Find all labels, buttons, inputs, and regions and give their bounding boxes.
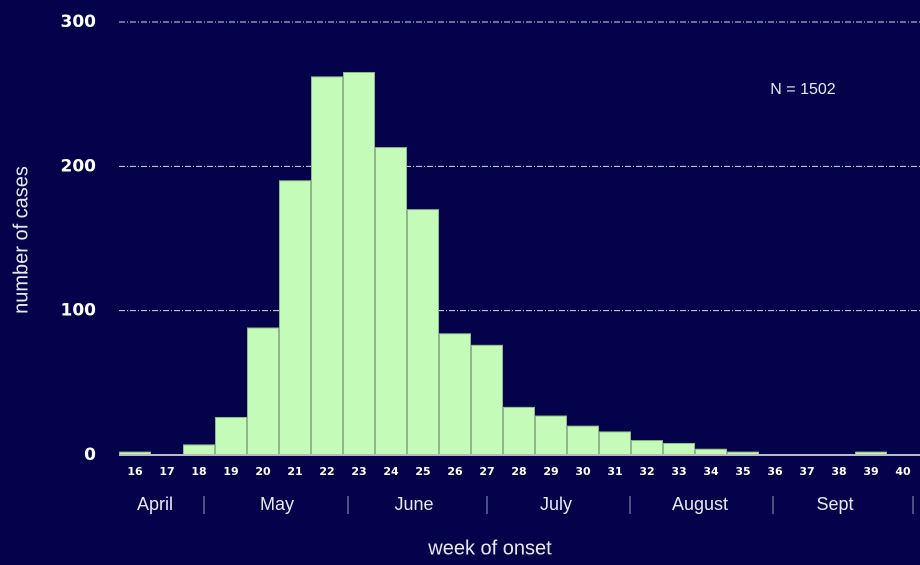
bar [663, 442, 695, 456]
x-tick-label: 19 [223, 465, 238, 478]
bar [215, 416, 247, 456]
x-axis-label: week of onset [427, 537, 552, 559]
y-tick-label: 300 [61, 12, 97, 32]
bar [343, 72, 375, 456]
y-tick-label: 0 [84, 445, 96, 465]
bar [471, 344, 503, 456]
x-tick-label: 26 [447, 465, 463, 478]
bar [439, 333, 471, 456]
x-tick-label: 28 [511, 465, 526, 478]
y-tick-label: 100 [61, 301, 97, 321]
x-tick-label: 16 [127, 465, 143, 478]
x-tick-label: 33 [671, 465, 686, 478]
month-label: June [394, 494, 433, 514]
month-label: May [260, 494, 294, 514]
x-tick-label: 34 [703, 465, 719, 478]
x-tick-label: 17 [159, 465, 174, 478]
bar [279, 180, 311, 456]
x-tick-label: 32 [639, 465, 654, 478]
x-tick-label: 29 [543, 465, 558, 478]
bar [599, 431, 631, 456]
bar [247, 327, 279, 456]
x-tick-label: 31 [607, 465, 622, 478]
y-axis-label: number of cases [10, 166, 32, 314]
x-tick-label: 37 [799, 465, 814, 478]
x-tick-label: 23 [351, 465, 366, 478]
x-tick-label: 18 [191, 465, 206, 478]
y-tick-label: 200 [61, 156, 97, 176]
x-tick-label: 22 [319, 465, 334, 478]
month-label: August [672, 494, 728, 514]
bar [407, 209, 439, 456]
x-tick-label: 35 [735, 465, 750, 478]
x-tick-label: 38 [831, 465, 846, 478]
x-tick-label: 24 [383, 465, 399, 478]
month-label: April [137, 494, 173, 514]
bar [631, 440, 663, 456]
x-tick-label: 21 [287, 465, 302, 478]
x-tick-label: 25 [415, 465, 430, 478]
bar [567, 425, 599, 456]
bar [311, 76, 343, 456]
bar [375, 147, 407, 456]
annotation: N = 1502 [770, 81, 835, 98]
x-tick-label: 30 [575, 465, 591, 478]
bar [503, 406, 535, 456]
x-tick-label: 27 [479, 465, 494, 478]
x-tick-label: 20 [255, 465, 271, 478]
bar [535, 415, 567, 456]
month-label: Sept [816, 494, 853, 514]
bar [183, 444, 215, 456]
x-tick-label: 36 [767, 465, 783, 478]
x-tick-label: 39 [863, 465, 878, 478]
x-tick-label: 40 [895, 465, 911, 478]
month-label: July [540, 494, 572, 514]
